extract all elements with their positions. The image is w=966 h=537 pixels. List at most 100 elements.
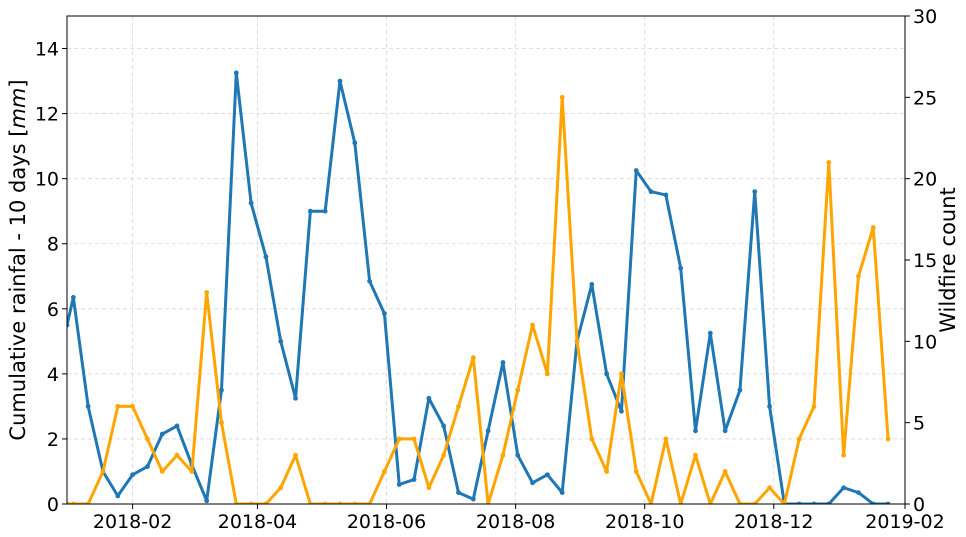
wildfire-point — [470, 355, 476, 360]
rainfall-point — [382, 311, 387, 317]
x-tick-label: 2018-04 — [218, 511, 297, 533]
rainfall-point — [263, 254, 269, 260]
wildfire-point — [67, 501, 70, 504]
wildfire-point — [604, 469, 610, 474]
y-axis-right-label: Wildfire count — [936, 187, 960, 333]
rainfall-point — [485, 428, 491, 434]
rainfall-point — [396, 482, 402, 487]
wildfire-point — [648, 501, 654, 504]
rainfall-point — [411, 477, 417, 482]
wildfire-point — [559, 94, 565, 100]
rainfall-point — [737, 387, 743, 393]
wildfire-point — [767, 485, 772, 491]
rainfall-point — [633, 168, 639, 173]
rainfall-point — [322, 208, 328, 214]
wildfire-point — [485, 501, 491, 504]
series-group — [67, 70, 891, 504]
rainfall-point — [70, 295, 76, 300]
rainfall-point — [115, 493, 121, 499]
rainfall-point — [885, 501, 891, 504]
rainfall-point — [678, 265, 684, 271]
wildfire-point — [796, 436, 802, 442]
wildfire-point — [441, 452, 447, 458]
rainfall-point — [722, 428, 728, 434]
wildfire-point — [396, 436, 402, 442]
wildfire-point — [500, 452, 506, 458]
rainfall-point — [619, 408, 624, 414]
rainfall-point — [426, 395, 432, 401]
wildfire-point — [189, 469, 195, 474]
wildfire-point — [530, 322, 535, 328]
rainfall-point — [589, 282, 595, 287]
wildfire-point — [856, 273, 861, 279]
rainfall-point — [530, 480, 535, 486]
y-right-tick-label: 30 — [913, 6, 937, 28]
y-left-tick-label: 14 — [35, 39, 59, 61]
wildfire-point — [174, 452, 180, 458]
y-axis-left-label: Cumulative rainfal - 10 days [mm] — [6, 79, 30, 440]
wildfire-point — [693, 452, 698, 458]
wildfire-point — [781, 501, 787, 504]
rainfall-point — [367, 278, 373, 284]
wildfire-point — [515, 387, 521, 393]
wildfire-point — [737, 501, 743, 504]
y-right-tick-label: 0 — [913, 494, 925, 516]
rainfall-point — [130, 472, 136, 478]
wildfire-point — [248, 501, 254, 504]
y-axis-left: 0 2 4 6 8 10 12 14 — [35, 39, 67, 516]
wildfire-point — [663, 436, 669, 442]
series-layer — [67, 70, 891, 504]
wildfire-point — [70, 501, 76, 504]
rainfall-point — [604, 371, 610, 377]
rainfall-point — [500, 360, 506, 365]
x-tick-label: 2018-12 — [734, 511, 813, 533]
wildfire-point — [678, 501, 684, 504]
y-axis-right: 0 5 10 15 20 25 30 — [905, 6, 937, 516]
wildfire-point — [145, 436, 150, 442]
rainfall-point — [870, 501, 876, 504]
wildfire-point — [456, 404, 461, 409]
y-right-tick-label: 5 — [913, 413, 925, 435]
y-left-tick-label: 8 — [47, 234, 59, 256]
x-tick-label: 2019-02 — [865, 511, 944, 533]
y-left-tick-label: 6 — [47, 299, 59, 321]
rainfall-point — [856, 490, 861, 496]
rainfall-point — [648, 189, 654, 195]
wildfire-point — [841, 452, 847, 458]
rainfall-point — [693, 428, 698, 434]
rainfall-line — [67, 71, 890, 504]
y-left-tick-label: 2 — [47, 429, 59, 451]
rainfall-point — [752, 189, 758, 195]
rainfall-point — [796, 501, 802, 504]
wildfire-point — [707, 501, 713, 504]
rainfall-point — [663, 192, 669, 198]
wildfire-point — [426, 485, 432, 491]
rainfall-point — [248, 200, 254, 206]
wildfire-point — [411, 436, 417, 442]
wildfire-point — [382, 469, 387, 474]
rainfall-point — [174, 423, 180, 429]
wildfire-point — [811, 404, 817, 409]
y-right-tick-label: 20 — [913, 169, 937, 191]
wildfire-point — [870, 225, 876, 230]
wildfire-point — [100, 469, 106, 474]
rainfall-point — [233, 70, 239, 76]
rainfall-point — [544, 472, 550, 478]
y-left-tick-label: 0 — [47, 494, 59, 516]
wildfire-point — [752, 501, 758, 504]
x-tick-label: 2018-06 — [347, 511, 426, 533]
wildfire-point — [115, 404, 121, 409]
wildfire-point — [293, 452, 298, 458]
wildfire-point — [544, 371, 550, 377]
rainfall-point — [293, 395, 298, 401]
y-left-tick-label: 4 — [47, 364, 59, 386]
rainfall-point — [352, 140, 358, 146]
wildfire-point — [85, 501, 91, 504]
rainfall-point — [841, 485, 847, 491]
rainfall-point — [767, 404, 772, 409]
wildfire-point — [574, 338, 580, 344]
rainfall-point — [337, 78, 343, 84]
wildfire-point — [322, 501, 328, 504]
rainfall-point — [470, 496, 476, 502]
